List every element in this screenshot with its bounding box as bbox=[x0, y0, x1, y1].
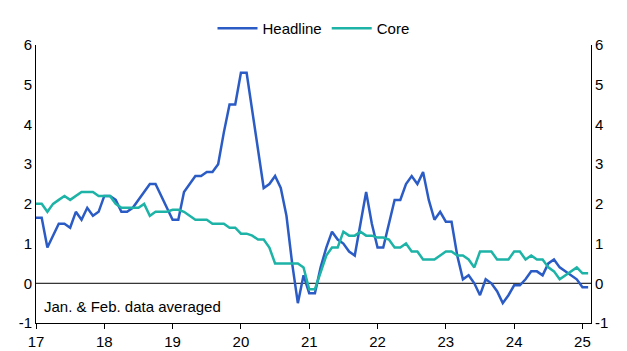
svg-text:20: 20 bbox=[233, 333, 250, 350]
svg-text:4: 4 bbox=[595, 116, 603, 133]
svg-text:Core: Core bbox=[377, 20, 410, 37]
svg-text:6: 6 bbox=[24, 36, 32, 53]
svg-text:1: 1 bbox=[595, 235, 603, 252]
svg-text:4: 4 bbox=[24, 116, 32, 133]
svg-text:Headline: Headline bbox=[263, 20, 322, 37]
svg-text:3: 3 bbox=[24, 155, 32, 172]
svg-text:25: 25 bbox=[574, 333, 591, 350]
svg-text:19: 19 bbox=[164, 333, 181, 350]
svg-text:6: 6 bbox=[595, 36, 603, 53]
svg-text:21: 21 bbox=[301, 333, 318, 350]
svg-text:1: 1 bbox=[24, 235, 32, 252]
svg-text:5: 5 bbox=[595, 76, 603, 93]
svg-text:0: 0 bbox=[595, 275, 603, 292]
svg-text:17: 17 bbox=[28, 333, 45, 350]
svg-text:18: 18 bbox=[96, 333, 113, 350]
svg-text:-1: -1 bbox=[595, 314, 608, 331]
svg-text:-1: -1 bbox=[19, 314, 32, 331]
svg-text:2: 2 bbox=[24, 195, 32, 212]
svg-text:2: 2 bbox=[595, 195, 603, 212]
svg-text:22: 22 bbox=[369, 333, 386, 350]
svg-text:5: 5 bbox=[24, 76, 32, 93]
svg-text:24: 24 bbox=[506, 333, 523, 350]
svg-text:Jan. & Feb. data averaged: Jan. & Feb. data averaged bbox=[44, 298, 221, 315]
svg-text:0: 0 bbox=[24, 275, 32, 292]
svg-text:23: 23 bbox=[438, 333, 455, 350]
svg-text:3: 3 bbox=[595, 155, 603, 172]
